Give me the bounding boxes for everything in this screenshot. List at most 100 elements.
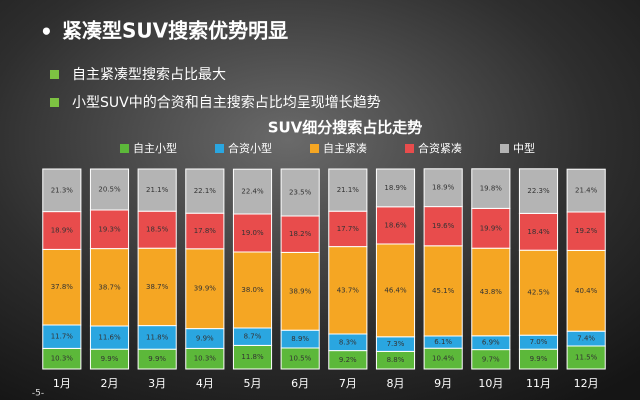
label-box — [478, 183, 503, 194]
value-label: 6.1% — [434, 338, 452, 346]
label-box — [478, 337, 503, 348]
label-box — [192, 283, 217, 294]
value-label: 11.7% — [51, 333, 74, 341]
label-box — [383, 285, 408, 296]
value-label: 20.5% — [98, 186, 121, 194]
x-tick-label: 2月 — [101, 377, 119, 390]
label-box — [335, 354, 360, 365]
label-box — [335, 337, 360, 348]
x-tick-label: 6月 — [291, 377, 309, 390]
value-label: 19.6% — [432, 222, 455, 230]
label-box — [145, 332, 170, 343]
label-box — [192, 226, 217, 236]
value-label: 11.8% — [241, 353, 264, 361]
label-box — [288, 353, 313, 364]
value-label: 43.8% — [480, 288, 503, 296]
label-box — [526, 186, 551, 197]
bullet-icon — [50, 98, 59, 107]
value-label: 9.9% — [530, 355, 548, 363]
label-box — [431, 337, 456, 348]
label-box — [383, 220, 408, 231]
label-box — [335, 285, 360, 296]
label-box — [288, 286, 313, 297]
value-label: 8.7% — [244, 333, 262, 341]
label-box — [288, 187, 313, 198]
value-label: 8.8% — [387, 356, 405, 364]
value-label: 18.6% — [384, 221, 407, 229]
value-label: 42.5% — [527, 289, 550, 297]
label-box — [192, 353, 217, 364]
value-label: 21.1% — [146, 186, 169, 194]
value-label: 40.4% — [575, 287, 598, 295]
x-tick-label: 9月 — [434, 377, 452, 390]
x-tick-label: 7月 — [339, 377, 357, 390]
label-box — [49, 331, 74, 342]
value-label: 18.9% — [384, 184, 407, 192]
x-tick-label: 1月 — [53, 377, 71, 390]
label-box — [145, 185, 170, 196]
label-box — [145, 224, 170, 235]
label-box — [335, 223, 360, 234]
label-box — [335, 185, 360, 196]
value-label: 18.9% — [51, 227, 74, 235]
value-label: 9.9% — [196, 335, 214, 343]
bullet: 自主紧凑型搜索占比最大 — [72, 66, 226, 83]
value-label: 9.7% — [482, 355, 500, 363]
value-label: 18.4% — [527, 228, 550, 236]
label-box — [478, 287, 503, 297]
label-box — [97, 332, 122, 343]
value-label: 19.9% — [480, 224, 503, 232]
legend-swatch — [215, 144, 224, 153]
label-box — [431, 285, 456, 296]
value-label: 7.4% — [577, 335, 595, 343]
label-box — [97, 354, 122, 365]
value-label: 9.9% — [101, 355, 119, 363]
chart-title: SUV细分搜索占比走势 — [268, 119, 423, 137]
legend-swatch — [310, 144, 319, 153]
value-label: 10.3% — [51, 355, 74, 363]
value-label: 21.1% — [337, 186, 360, 194]
bar-segment — [328, 246, 368, 335]
label-box — [431, 221, 456, 232]
value-label: 9.9% — [148, 355, 166, 363]
value-label: 19.0% — [241, 229, 264, 237]
label-box — [240, 285, 265, 295]
label-box — [383, 182, 408, 193]
value-label: 19.2% — [575, 227, 598, 235]
value-label: 17.8% — [194, 227, 217, 235]
label-box — [478, 223, 503, 234]
label-box — [478, 354, 503, 365]
x-tick-label: 4月 — [196, 377, 214, 390]
label-box — [526, 337, 551, 348]
value-label: 22.3% — [527, 187, 550, 195]
label-box — [240, 352, 265, 363]
label-box — [240, 186, 265, 197]
label-box — [240, 228, 265, 238]
value-label: 18.9% — [432, 184, 455, 192]
label-box — [526, 354, 551, 365]
label-box — [288, 229, 313, 240]
label-box — [145, 281, 170, 292]
x-tick-label: 3月 — [148, 377, 166, 390]
value-label: 10.4% — [432, 355, 455, 363]
value-label: 18.5% — [146, 226, 169, 234]
label-box — [288, 334, 313, 345]
value-label: 8.9% — [291, 335, 309, 343]
x-tick-label: 10月 — [478, 377, 503, 390]
label-box — [97, 282, 122, 293]
label-box — [431, 353, 456, 364]
value-label: 10.3% — [194, 355, 217, 363]
value-label: 9.2% — [339, 356, 357, 364]
label-box — [97, 184, 122, 195]
bullet-icon — [50, 70, 59, 79]
legend-label: 中型 — [513, 141, 535, 155]
value-label: 11.5% — [575, 354, 598, 362]
value-label: 19.3% — [98, 225, 121, 233]
value-label: 46.4% — [384, 286, 407, 294]
label-box — [49, 225, 74, 236]
bullet-dot: • — [40, 20, 53, 44]
value-label: 38.0% — [241, 286, 264, 294]
bar-segment — [89, 248, 130, 327]
